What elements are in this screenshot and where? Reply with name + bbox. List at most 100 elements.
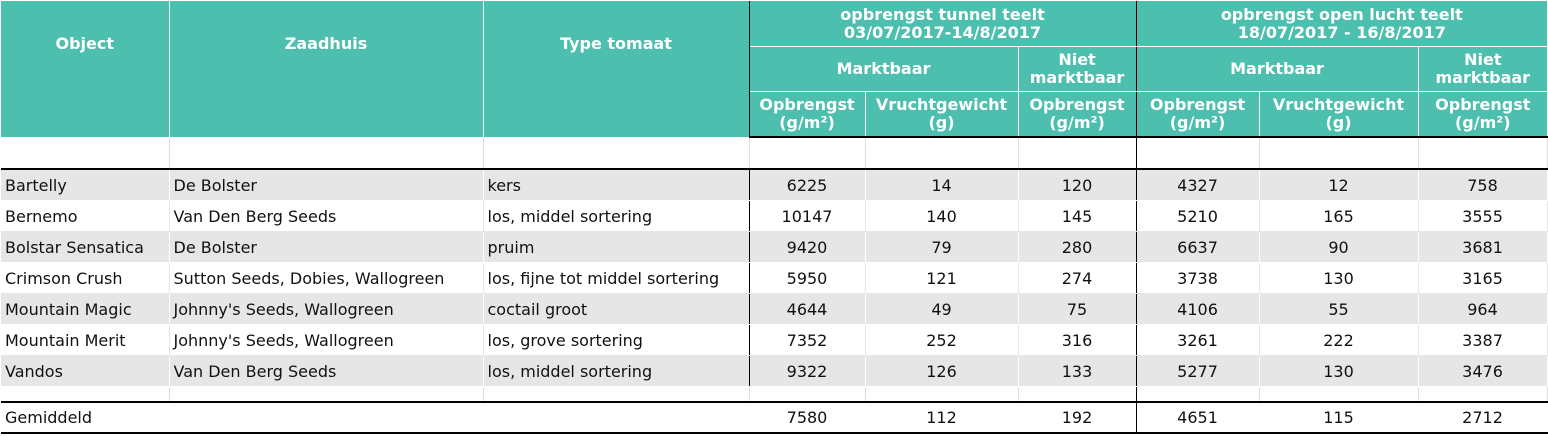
cell-zaadhuis: Van Den Berg Seeds — [169, 200, 484, 232]
table-row: Bartelly De Bolster kers 6225 14 120 4327 12 758 — [1, 169, 1548, 201]
cell-open-opbrengst: 3738 — [1136, 262, 1260, 294]
cell-tunnel-opbrengst: 7352 — [749, 324, 866, 356]
cell-open-niet: 3681 — [1418, 231, 1548, 263]
avg-tunnel-niet: 192 — [1018, 402, 1137, 434]
cell-open-opbrengst: 4106 — [1136, 293, 1260, 325]
table-row: Mountain Magic Johnny's Seeds, Wallogreen… — [1, 293, 1548, 325]
cell-type: kers — [483, 169, 750, 201]
cell-zaadhuis: Johnny's Seeds, Wallogreen — [169, 324, 484, 356]
cell-tunnel-opbrengst: 6225 — [749, 169, 866, 201]
cell-type: los, grove sortering — [483, 324, 750, 356]
cell-open-opbrengst: 5210 — [1136, 200, 1260, 232]
cell-tunnel-opbrengst: 9420 — [749, 231, 866, 263]
cell-open-vruchtgewicht: 222 — [1259, 324, 1419, 356]
open-period: 18/07/2017 - 16/8/2017 — [1237, 22, 1446, 42]
cell-object: Crimson Crush — [1, 262, 170, 294]
cell-open-opbrengst: 3261 — [1136, 324, 1260, 356]
cell-object: Bartelly — [1, 169, 170, 201]
header-open-group: opbrengst open lucht teelt 18/07/2017 - … — [1136, 1, 1548, 47]
spacer-row — [1, 386, 1548, 403]
table-row: Vandos Van Den Berg Seeds los, middel sort… — [1, 355, 1548, 387]
cell-zaadhuis: Johnny's Seeds, Wallogreen — [169, 293, 484, 325]
cell-object: Bolstar Sensatica — [1, 231, 170, 263]
cell-tunnel-opbrengst: 9322 — [749, 355, 866, 387]
cell-open-opbrengst: 6637 — [1136, 231, 1260, 263]
cell-open-niet: 3555 — [1418, 200, 1548, 232]
data-rows: Bartelly De Bolster kers 6225 14 120 4327 12 758… — [1, 169, 1548, 387]
table-body — [1, 137, 1548, 170]
cell-open-vruchtgewicht: 130 — [1259, 262, 1419, 294]
cell-type: los, middel sortering — [483, 200, 750, 232]
cell-open-vruchtgewicht: 165 — [1259, 200, 1419, 232]
cell-tunnel-vruchtgewicht: 79 — [865, 231, 1019, 263]
avg-open-vruchtgewicht: 115 — [1259, 402, 1419, 434]
table-row: Bernemo Van Den Berg Seeds los, middel sor… — [1, 200, 1548, 232]
cell-tunnel-niet: 75 — [1018, 293, 1137, 325]
cell-tunnel-opbrengst: 5950 — [749, 262, 866, 294]
cell-tunnel-vruchtgewicht: 252 — [865, 324, 1019, 356]
cell-tunnel-vruchtgewicht: 49 — [865, 293, 1019, 325]
tunnel-period: 03/07/2017-14/8/2017 — [844, 22, 1042, 42]
cell-open-vruchtgewicht: 130 — [1259, 355, 1419, 387]
cell-type: los, middel sortering — [483, 355, 750, 387]
header-tunnel-marktbaar: Marktbaar — [749, 46, 1019, 92]
cell-open-vruchtgewicht: 90 — [1259, 231, 1419, 263]
cell-object: Bernemo — [1, 200, 170, 232]
cell-tunnel-niet: 274 — [1018, 262, 1137, 294]
header-open-niet-marktbaar: Niet marktbaar — [1418, 46, 1548, 92]
cell-type: los, fijne tot middel sortering — [483, 262, 750, 294]
cell-tunnel-opbrengst: 4644 — [749, 293, 866, 325]
cell-zaadhuis: Van Den Berg Seeds — [169, 355, 484, 387]
cell-open-opbrengst: 5277 — [1136, 355, 1260, 387]
avg-tunnel-opbrengst: 7580 — [749, 402, 866, 434]
cell-tunnel-vruchtgewicht: 140 — [865, 200, 1019, 232]
spacer-row — [1, 137, 1548, 170]
header-object: Object — [1, 1, 170, 138]
cell-open-niet: 3165 — [1418, 262, 1548, 294]
avg-open-niet: 2712 — [1418, 402, 1548, 434]
cell-tunnel-niet: 316 — [1018, 324, 1137, 356]
cell-open-vruchtgewicht: 55 — [1259, 293, 1419, 325]
open-title: opbrengst open lucht teelt — [1220, 4, 1463, 24]
cell-tunnel-vruchtgewicht: 121 — [865, 262, 1019, 294]
header-zaadhuis: Zaadhuis — [169, 1, 484, 138]
cell-open-opbrengst: 4327 — [1136, 169, 1260, 201]
cell-tunnel-niet: 145 — [1018, 200, 1137, 232]
header-tunnel-group: opbrengst tunnel teelt 03/07/2017-14/8/2… — [749, 1, 1137, 47]
header-tunnel-vruchtgewicht: Vruchtgewicht (g) — [865, 91, 1019, 138]
table-row: Mountain Merit Johnny's Seeds, Wallogreen… — [1, 324, 1548, 356]
cell-type: pruim — [483, 231, 750, 263]
average-row: Gemiddeld 7580 112 192 4651 115 2712 — [1, 402, 1548, 434]
cell-object: Mountain Merit — [1, 324, 170, 356]
header-open-opbrengst: Opbrengst (g/m²) — [1136, 91, 1260, 138]
cell-type: coctail groot — [483, 293, 750, 325]
cell-tunnel-niet: 280 — [1018, 231, 1137, 263]
cell-zaadhuis: De Bolster — [169, 231, 484, 263]
cell-object: Mountain Magic — [1, 293, 170, 325]
header-open-marktbaar: Marktbaar — [1136, 46, 1419, 92]
header-open-vruchtgewicht: Vruchtgewicht (g) — [1259, 91, 1419, 138]
header-type-tomaat: Type tomaat — [483, 1, 750, 138]
cell-zaadhuis: Sutton Seeds, Dobies, Wallogreen — [169, 262, 484, 294]
table-row: Crimson Crush Sutton Seeds, Dobies, Wallo… — [1, 262, 1548, 294]
cell-open-niet: 964 — [1418, 293, 1548, 325]
cell-open-niet: 758 — [1418, 169, 1548, 201]
cell-open-niet: 3476 — [1418, 355, 1548, 387]
avg-tunnel-vruchtgewicht: 112 — [865, 402, 1019, 434]
avg-open-opbrengst: 4651 — [1136, 402, 1260, 434]
cell-tunnel-vruchtgewicht: 14 — [865, 169, 1019, 201]
header-tunnel-opbrengst: Opbrengst (g/m²) — [749, 91, 866, 138]
average-label: Gemiddeld — [1, 402, 170, 434]
table-header: Object Zaadhuis Type tomaat opbrengst tu… — [1, 1, 1548, 138]
tunnel-title: opbrengst tunnel teelt — [840, 4, 1045, 24]
cell-object: Vandos — [1, 355, 170, 387]
header-tunnel-niet-opbrengst: Opbrengst (g/m²) — [1018, 91, 1137, 138]
cell-tunnel-vruchtgewicht: 126 — [865, 355, 1019, 387]
cell-tunnel-opbrengst: 10147 — [749, 200, 866, 232]
cell-open-niet: 3387 — [1418, 324, 1548, 356]
cell-zaadhuis: De Bolster — [169, 169, 484, 201]
header-tunnel-niet-marktbaar: Niet marktbaar — [1018, 46, 1137, 92]
cell-tunnel-niet: 133 — [1018, 355, 1137, 387]
cell-open-vruchtgewicht: 12 — [1259, 169, 1419, 201]
